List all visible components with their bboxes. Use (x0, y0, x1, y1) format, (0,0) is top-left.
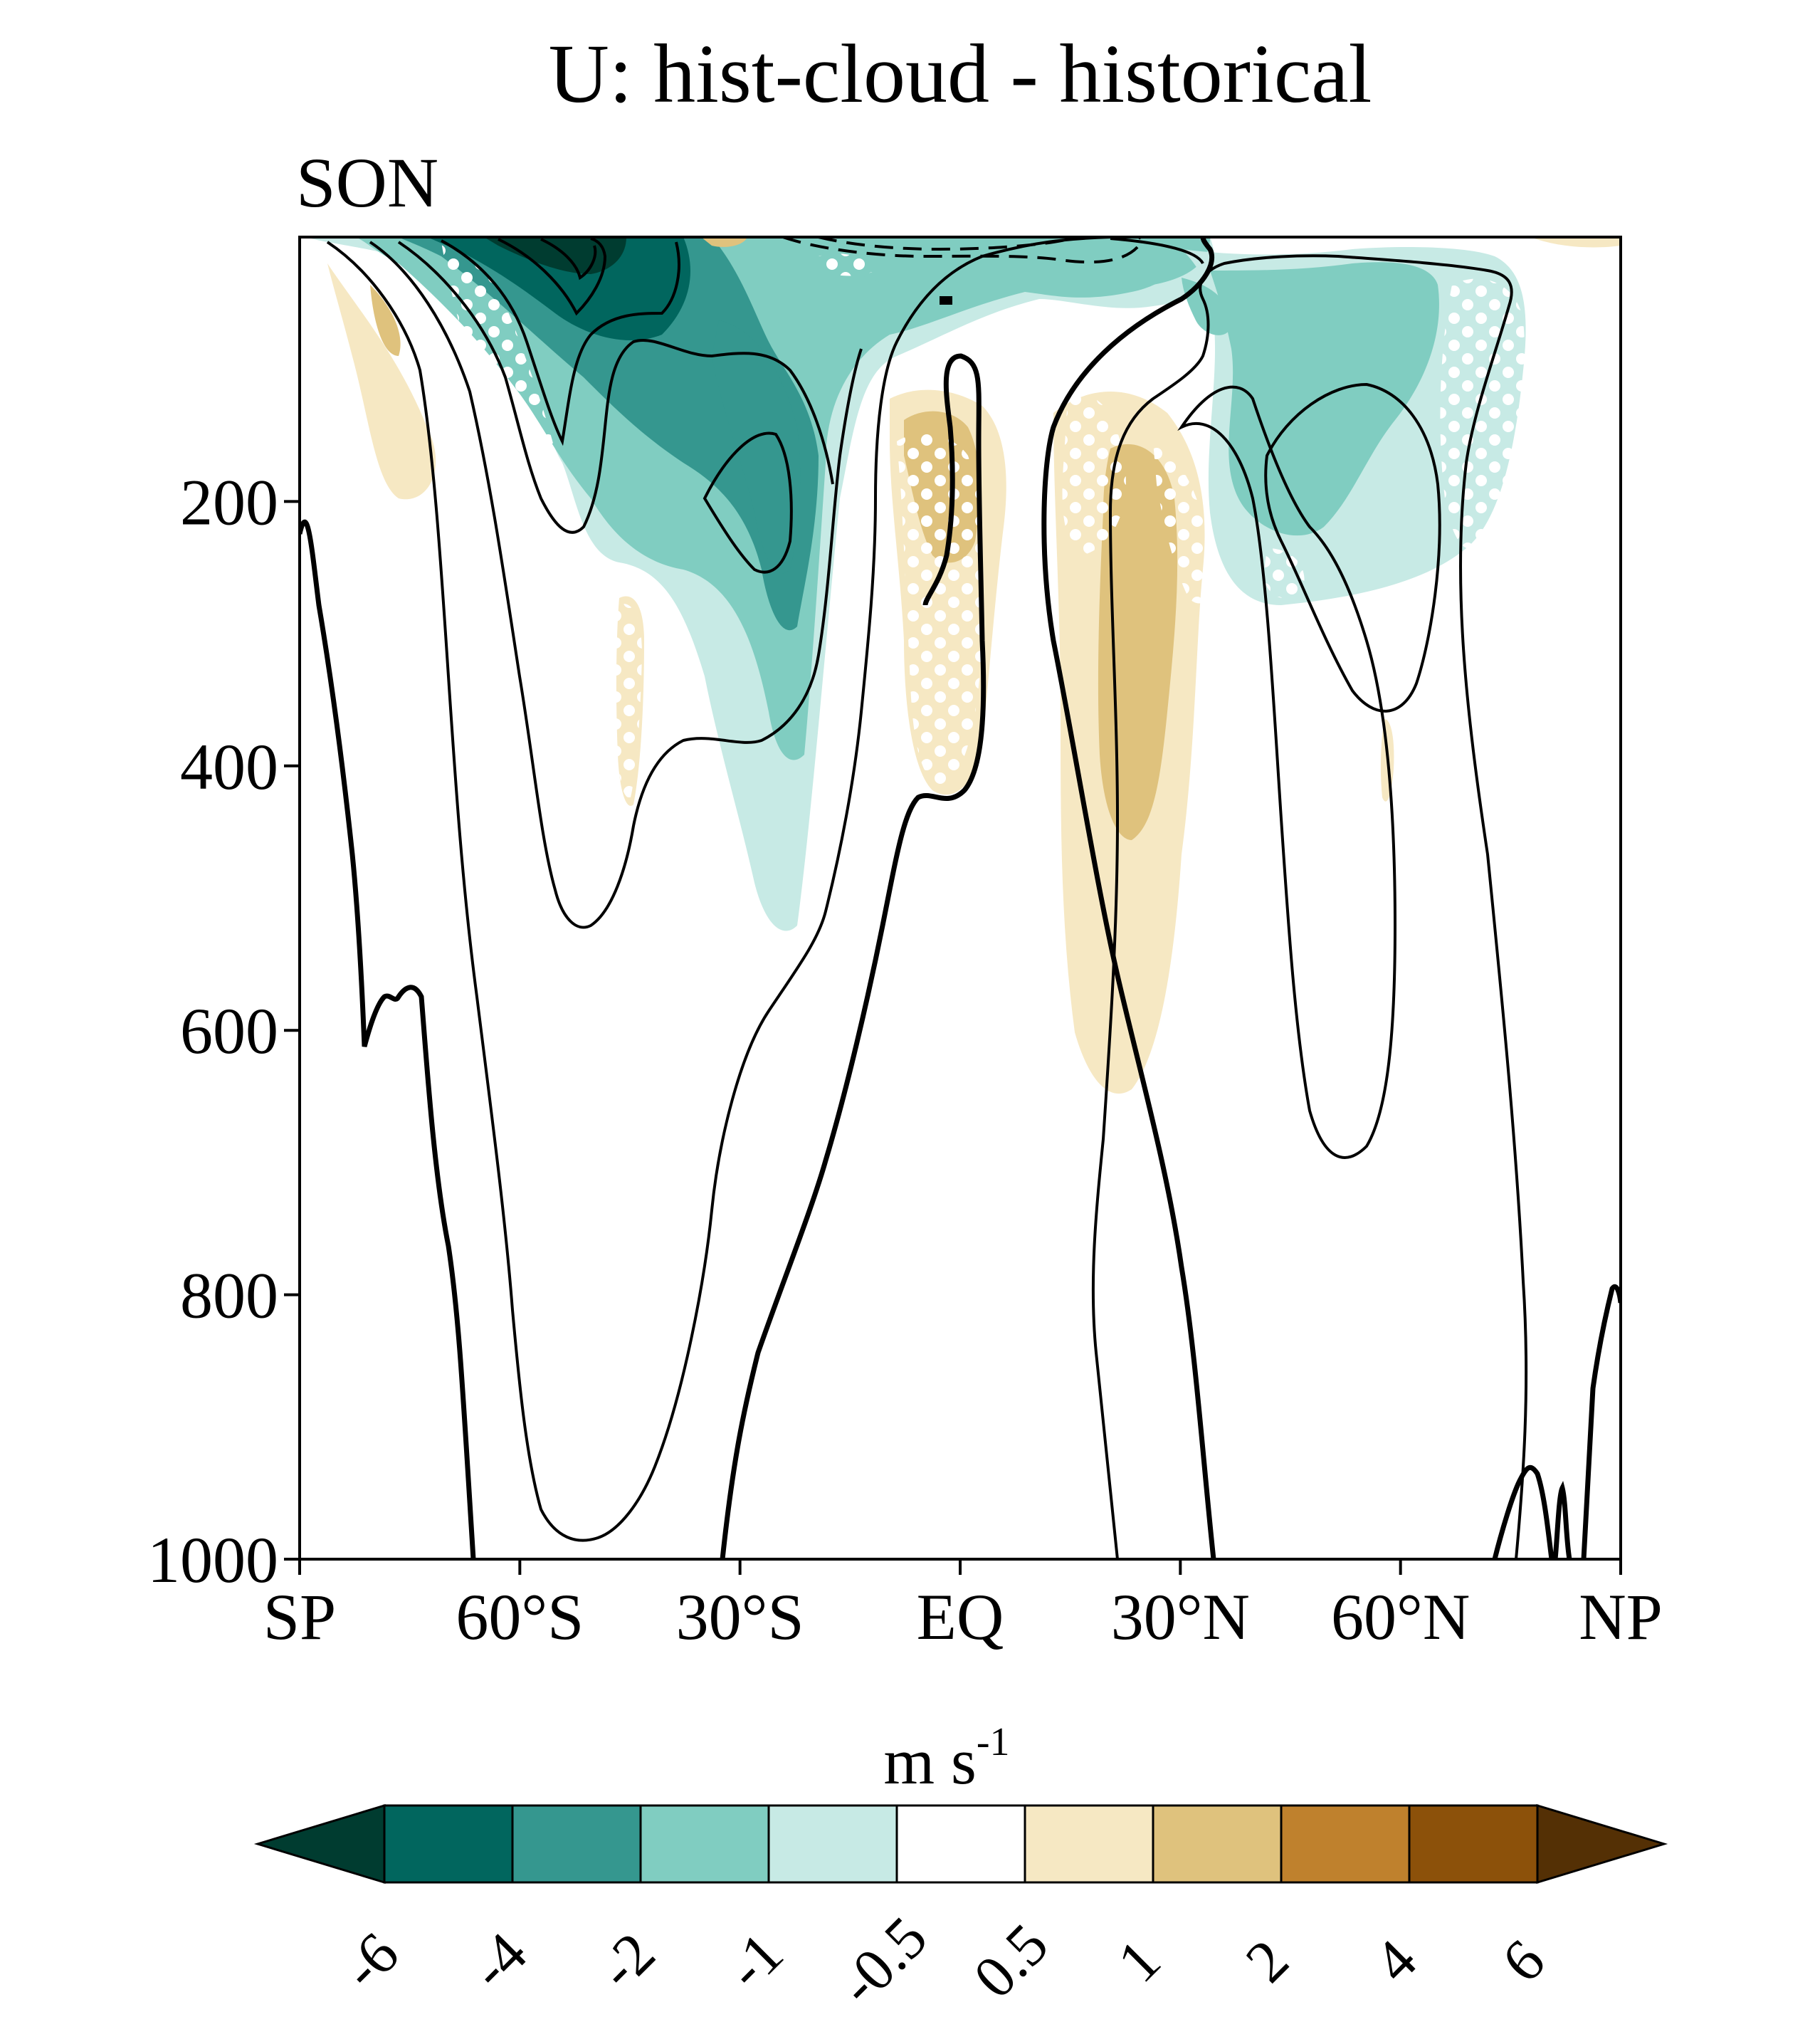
y-tick-label: 600 (180, 995, 278, 1067)
chart-title: U: hist-cloud - historical (549, 27, 1372, 120)
colorbar-segment (1408, 1804, 1539, 1884)
colorbar-extend-high (1536, 1803, 1668, 1885)
colorbar-segment (1280, 1804, 1411, 1884)
stipple-nh-pole (1440, 278, 1525, 550)
contour-pos-sh-5 (498, 237, 607, 316)
contour-zero-np (1492, 1284, 1621, 1559)
y-tick-label: 200 (180, 466, 278, 538)
colorbar-segment (1024, 1804, 1154, 1884)
colorbar-tick-label: 6 (1490, 1927, 1557, 1995)
colorbar-tick-label: -4 (458, 1920, 540, 2002)
shade-teal-darker-sh (427, 237, 690, 341)
y-tick-label: 800 (180, 1259, 278, 1332)
y-axis: 200 400 600 800 1000 (147, 466, 300, 1596)
x-tick-label: 30°N (1111, 1581, 1250, 1653)
colorbar-tick-label: -0.5 (826, 1904, 940, 2018)
x-tick-label: 60°S (456, 1581, 584, 1653)
contour-pos-sh-3 (397, 241, 834, 534)
colorbar-unit: m s-1 (883, 1720, 1009, 1798)
shade-brown-sh-polar-inner (370, 285, 401, 356)
contour-zero-mid (720, 353, 987, 1559)
x-tick-label: SP (263, 1581, 336, 1653)
colorbar-segment (895, 1804, 1026, 1884)
stippling-layer (441, 242, 1525, 798)
contour-pos-nh-3 (1264, 382, 1441, 713)
shade-brown-top (701, 237, 747, 247)
colorbar: m s-1 -6 -4 -2 -1 -0.5 0.5 1 2 4 6 (253, 1720, 1668, 2018)
plot-area (300, 237, 1621, 1559)
shade-brown-sh-polar (327, 263, 436, 500)
stipple-nh-sub2 (1153, 441, 1212, 604)
colorbar-tick-label: -6 (330, 1920, 411, 2002)
contour-pos-nh-1 (1091, 254, 1528, 1559)
colorbar-tick-label: -1 (714, 1920, 796, 2002)
contour-zero-sh (300, 520, 476, 1559)
colorbar-tick-label: 2 (1233, 1927, 1301, 1995)
x-axis: SP 60°S 30°S EQ 30°N 60°N NP (263, 1559, 1663, 1653)
contour-pos-sh-loop (703, 431, 793, 574)
season-label: SON (296, 143, 438, 222)
y-tick-label: 1000 (147, 1524, 278, 1596)
colorbar-segment (639, 1804, 770, 1884)
colorbar-tick-label: 4 (1362, 1927, 1429, 1995)
shade-teal-dark-sh-lower (712, 320, 801, 574)
contour-pos-sh-2 (369, 241, 863, 929)
colorbar-tick-label: 0.5 (962, 1912, 1061, 2011)
shade-teal-dark-sh (399, 237, 819, 631)
shade-brown-mid-nh (1098, 444, 1178, 840)
x-tick-label: 30°S (676, 1581, 804, 1653)
colorbar-segment (1152, 1804, 1283, 1884)
contour-neg-eq-2 (818, 237, 1076, 251)
contour-pos-sh-4 (441, 239, 680, 446)
colorbar-tick-label: -2 (586, 1920, 668, 2002)
colorbar-segment (383, 1804, 514, 1884)
contour-pos-sh-1 (326, 237, 1111, 1542)
x-tick-label: 60°N (1331, 1581, 1470, 1653)
x-tick-label: EQ (917, 1581, 1004, 1653)
contour-pos-nh-top (1110, 237, 1204, 265)
colorbar-tick-label: 1 (1105, 1927, 1173, 1995)
shade-brown-top-nh (1530, 237, 1621, 248)
stipple-sh-mid (615, 604, 642, 798)
colorbar-segment (511, 1804, 642, 1884)
contour-pos-sh-6 (540, 238, 597, 281)
x-tick-label: NP (1579, 1581, 1663, 1653)
stipple-sh-top (819, 253, 875, 276)
y-tick-label: 400 (180, 730, 278, 803)
stipple-eq (897, 434, 984, 785)
stipple-nh-mid (1263, 548, 1305, 599)
contour-layer (300, 237, 1621, 1559)
colorbar-unit-exponent: -1 (977, 1720, 1010, 1764)
stipple-sh-upper (441, 242, 569, 589)
colorbar-extend-low (253, 1803, 386, 1885)
contour-zero-nh (1041, 237, 1216, 1559)
colorbar-segment (767, 1804, 898, 1884)
contour-pos-nh-2 (1177, 385, 1397, 1159)
